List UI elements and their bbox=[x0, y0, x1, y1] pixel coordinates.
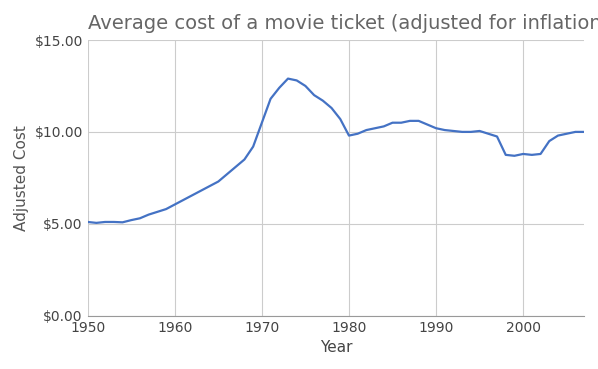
Text: Average cost of a movie ticket (adjusted for inflation): Average cost of a movie ticket (adjusted… bbox=[88, 14, 598, 33]
Y-axis label: Adjusted Cost: Adjusted Cost bbox=[14, 125, 29, 231]
X-axis label: Year: Year bbox=[320, 340, 352, 355]
